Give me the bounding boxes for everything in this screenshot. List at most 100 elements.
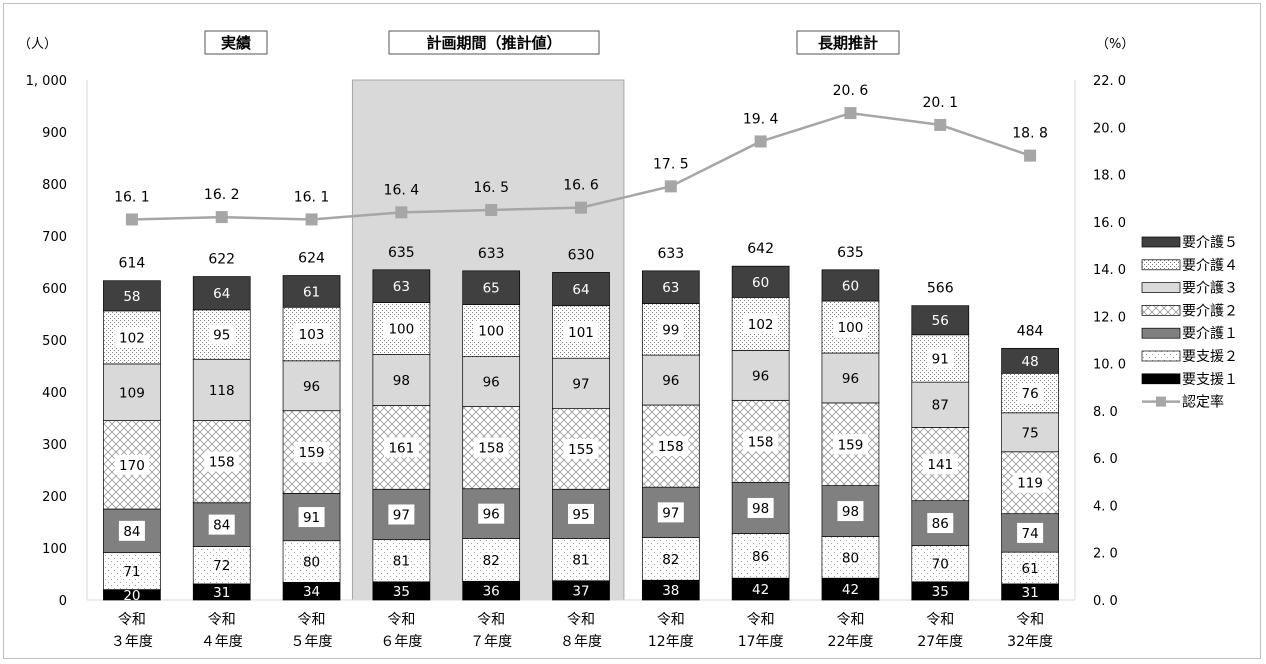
y-left-tick-label: 400 — [42, 386, 67, 401]
y-right-tick-label: 0. 0 — [1093, 594, 1118, 609]
x-tick-label: 令和 — [298, 612, 326, 628]
rate-label: 20. 6 — [833, 83, 869, 99]
data-label: 96 — [662, 373, 679, 389]
data-label: 76 — [1021, 386, 1038, 402]
data-label: 119 — [1017, 476, 1043, 492]
total-label: 614 — [119, 256, 146, 272]
data-label: 63 — [662, 280, 679, 296]
y-left-tick-label: 900 — [42, 126, 67, 141]
total-label: 630 — [568, 247, 595, 263]
data-label: 38 — [662, 583, 679, 599]
rate-point — [216, 211, 228, 223]
data-label: 170 — [119, 458, 145, 474]
data-label: 155 — [568, 442, 594, 458]
data-label: 86 — [932, 516, 949, 532]
rate-point — [665, 180, 677, 192]
data-label: 31 — [1021, 585, 1038, 601]
legend-marker — [1156, 397, 1166, 407]
data-label: 102 — [748, 317, 774, 333]
y-right-tick-label: 18. 0 — [1093, 169, 1126, 184]
data-label: 96 — [483, 375, 500, 391]
legend-swatch — [1142, 260, 1180, 270]
data-label: 161 — [388, 440, 414, 456]
x-tick-label: 令和 — [657, 612, 685, 628]
y-left-tick-label: 500 — [42, 334, 67, 349]
data-label: 36 — [483, 584, 500, 600]
y-left-tick-label: 200 — [42, 490, 67, 505]
data-label: 141 — [927, 457, 953, 473]
data-label: 91 — [932, 351, 949, 367]
rate-label: 16. 1 — [294, 189, 330, 205]
data-label: 96 — [303, 379, 320, 395]
y-left-tick-label: 300 — [42, 438, 67, 453]
data-label: 31 — [213, 585, 230, 601]
data-label: 95 — [572, 507, 589, 523]
y-right-tick-label: 10. 0 — [1093, 358, 1126, 373]
data-label: 80 — [842, 550, 859, 566]
data-label: 158 — [658, 439, 684, 455]
x-tick-label: 17年度 — [738, 634, 784, 650]
legend-item: 認定率 — [1182, 394, 1224, 411]
rate-point — [755, 135, 767, 147]
total-label: 484 — [1017, 323, 1044, 339]
data-label: 35 — [932, 584, 949, 600]
x-tick-label: 令和 — [387, 612, 415, 628]
data-label: 159 — [299, 445, 325, 461]
data-label: 100 — [838, 320, 864, 336]
data-label: 72 — [213, 558, 230, 574]
rate-label: 18. 8 — [1012, 126, 1048, 142]
x-tick-label: 令和 — [926, 612, 954, 628]
data-label: 98 — [393, 373, 410, 389]
data-label: 158 — [209, 455, 235, 471]
data-label: 48 — [1021, 354, 1038, 370]
data-label: 97 — [393, 507, 410, 523]
data-label: 65 — [483, 281, 500, 297]
legend-item: 要支援１ — [1182, 372, 1238, 388]
x-tick-label: ８年度 — [560, 634, 602, 650]
data-label: 80 — [303, 555, 320, 571]
period-label: 実績 — [221, 34, 251, 52]
data-label: 56 — [932, 313, 949, 329]
x-tick-label: 令和 — [836, 612, 864, 628]
y-left-tick-label: 0 — [59, 594, 67, 609]
y-left-unit: （人） — [18, 37, 57, 52]
y-left-tick-label: 1, 000 — [26, 74, 67, 89]
data-label: 97 — [662, 505, 679, 521]
data-label: 42 — [842, 582, 859, 598]
data-label: 99 — [662, 322, 679, 338]
data-label: 109 — [119, 385, 145, 401]
total-label: 624 — [298, 251, 325, 267]
y-right-tick-label: 4. 0 — [1093, 499, 1118, 514]
data-label: 87 — [932, 398, 949, 414]
rate-point — [575, 202, 587, 214]
data-label: 98 — [752, 501, 769, 517]
x-tick-label: ７年度 — [470, 634, 512, 650]
legend-swatch — [1142, 305, 1180, 315]
data-label: 75 — [1021, 425, 1038, 441]
y-left-tick-label: 100 — [42, 542, 67, 557]
data-label: 60 — [842, 278, 859, 294]
y-right-tick-label: 8. 0 — [1093, 405, 1118, 420]
rate-label: 16. 5 — [473, 180, 509, 196]
total-label: 635 — [837, 245, 864, 261]
total-label: 635 — [388, 245, 415, 261]
y-right-tick-label: 2. 0 — [1093, 547, 1118, 562]
legend-item: 要支援２ — [1182, 349, 1238, 365]
data-label: 98 — [842, 504, 859, 520]
y-right-tick-label: 16. 0 — [1093, 216, 1126, 231]
data-label: 61 — [1021, 561, 1038, 577]
data-label: 95 — [213, 328, 230, 344]
legend-swatch — [1142, 283, 1180, 293]
rate-label: 17. 5 — [653, 156, 689, 172]
legend-item: 要介護４ — [1182, 258, 1238, 274]
data-label: 70 — [932, 557, 949, 573]
data-label: 118 — [209, 383, 235, 399]
data-label: 74 — [1021, 526, 1038, 542]
total-label: 566 — [927, 281, 954, 297]
rate-label: 19. 4 — [743, 111, 779, 127]
x-tick-label: ４年度 — [201, 634, 243, 650]
rate-point — [844, 107, 856, 119]
data-label: 81 — [572, 553, 589, 569]
y-left-tick-label: 600 — [42, 282, 67, 297]
